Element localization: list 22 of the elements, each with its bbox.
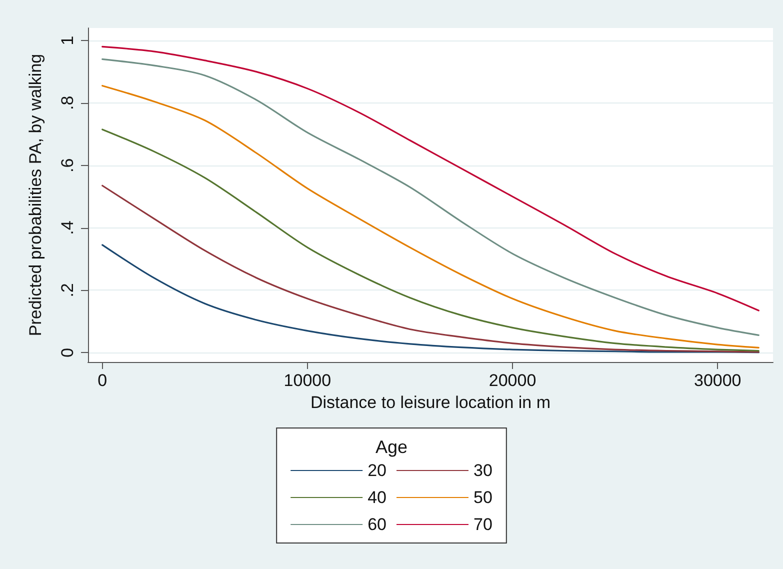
y-tick-label: .4 [58,220,77,235]
legend-label: 70 [474,515,492,534]
legend-title: Age [375,437,408,457]
y-tick-label: 0 [58,348,77,358]
legend-label: 60 [368,515,387,534]
y-tick-label: .8 [58,96,77,110]
legend-label: 20 [368,461,387,480]
y-tick-label: .6 [58,158,77,172]
x-tick-label: 30000 [694,371,742,390]
x-tick-label: 0 [98,371,108,390]
legend-label: 50 [474,488,492,507]
y-tick-label: .2 [58,283,77,298]
line-series [102,184,760,353]
y-axis-title: Predicted probabilities PA, by walking [26,54,45,336]
line-series [102,244,760,354]
line-series [102,128,760,352]
x-axis-title: Distance to leisure location in m [310,393,551,412]
y-tick-label: 1 [58,36,77,46]
x-tick-label: 20000 [488,371,536,390]
legend-label: 30 [474,461,492,480]
x-tick-label: 10000 [284,371,332,390]
legend-label: 40 [368,488,387,507]
